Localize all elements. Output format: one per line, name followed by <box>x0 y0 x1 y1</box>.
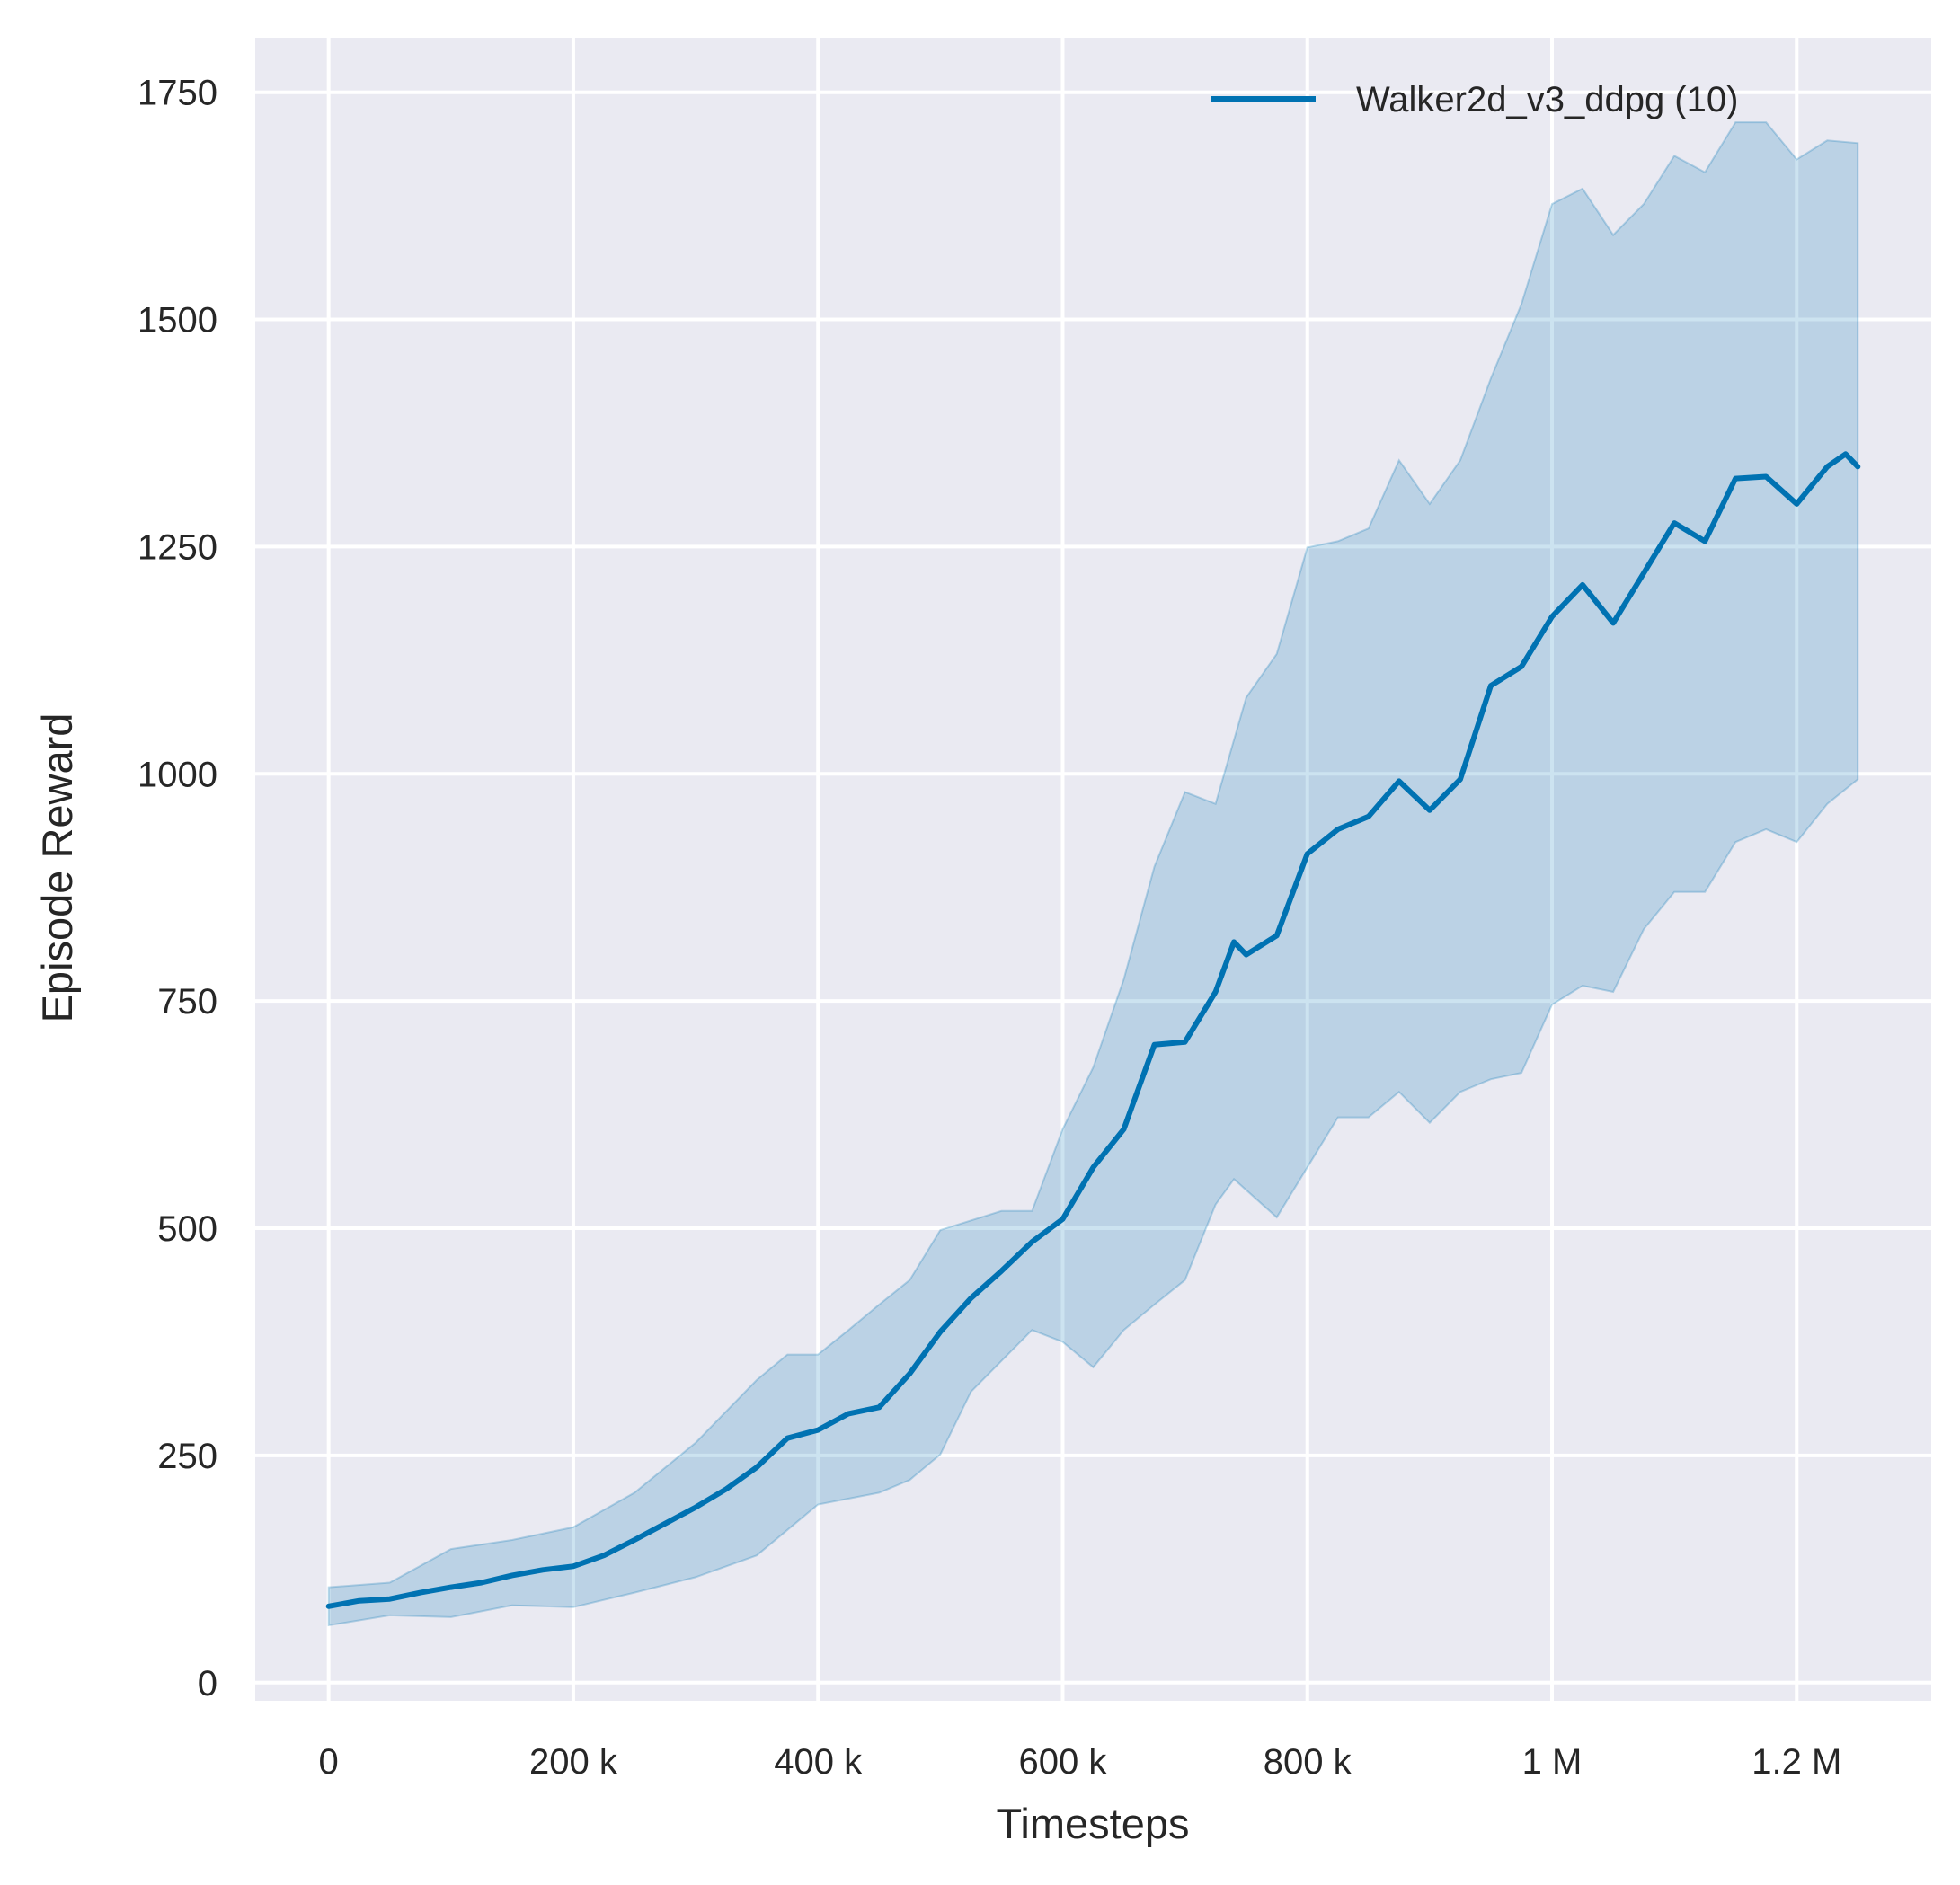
x-tick-label: 600 k <box>1019 1742 1108 1782</box>
series-line-group <box>325 451 1861 1609</box>
x-tick-label: 800 k <box>1264 1742 1352 1782</box>
y-tick-label: 1000 <box>137 755 217 794</box>
x-tick-label: 1.2 M <box>1752 1742 1841 1782</box>
x-tick-labels: 0 200 k 400 k 600 k 800 k 1 M 1.2 M <box>319 1742 1842 1782</box>
y-tick-label: 0 <box>198 1664 217 1704</box>
confidence-band <box>327 121 1859 1627</box>
legend-label: Walker2d_v3_ddpg (10) <box>1356 80 1738 119</box>
x-tick-label: 1 M <box>1522 1742 1583 1782</box>
plot-background <box>255 38 1931 1701</box>
y-tick-label: 250 <box>157 1437 217 1476</box>
x-tick-label: 400 k <box>774 1742 863 1782</box>
y-tick-label: 750 <box>157 982 217 1022</box>
legend: Walker2d_v3_ddpg (10) <box>1211 80 1738 119</box>
x-tick-label: 0 <box>319 1742 339 1782</box>
y-axis-label: Episode Reward <box>33 713 81 1023</box>
y-tick-label: 1500 <box>137 301 217 341</box>
x-axis-label: Timesteps <box>996 1800 1189 1847</box>
gridlines <box>255 38 1931 1701</box>
y-tick-label: 1750 <box>137 74 217 113</box>
y-tick-label: 1250 <box>137 527 217 567</box>
y-tick-labels: 0 250 500 750 1000 1250 1500 1750 <box>137 74 217 1704</box>
x-tick-label: 200 k <box>529 1742 618 1782</box>
confidence-band-group <box>327 121 1859 1627</box>
y-tick-label: 500 <box>157 1209 217 1249</box>
